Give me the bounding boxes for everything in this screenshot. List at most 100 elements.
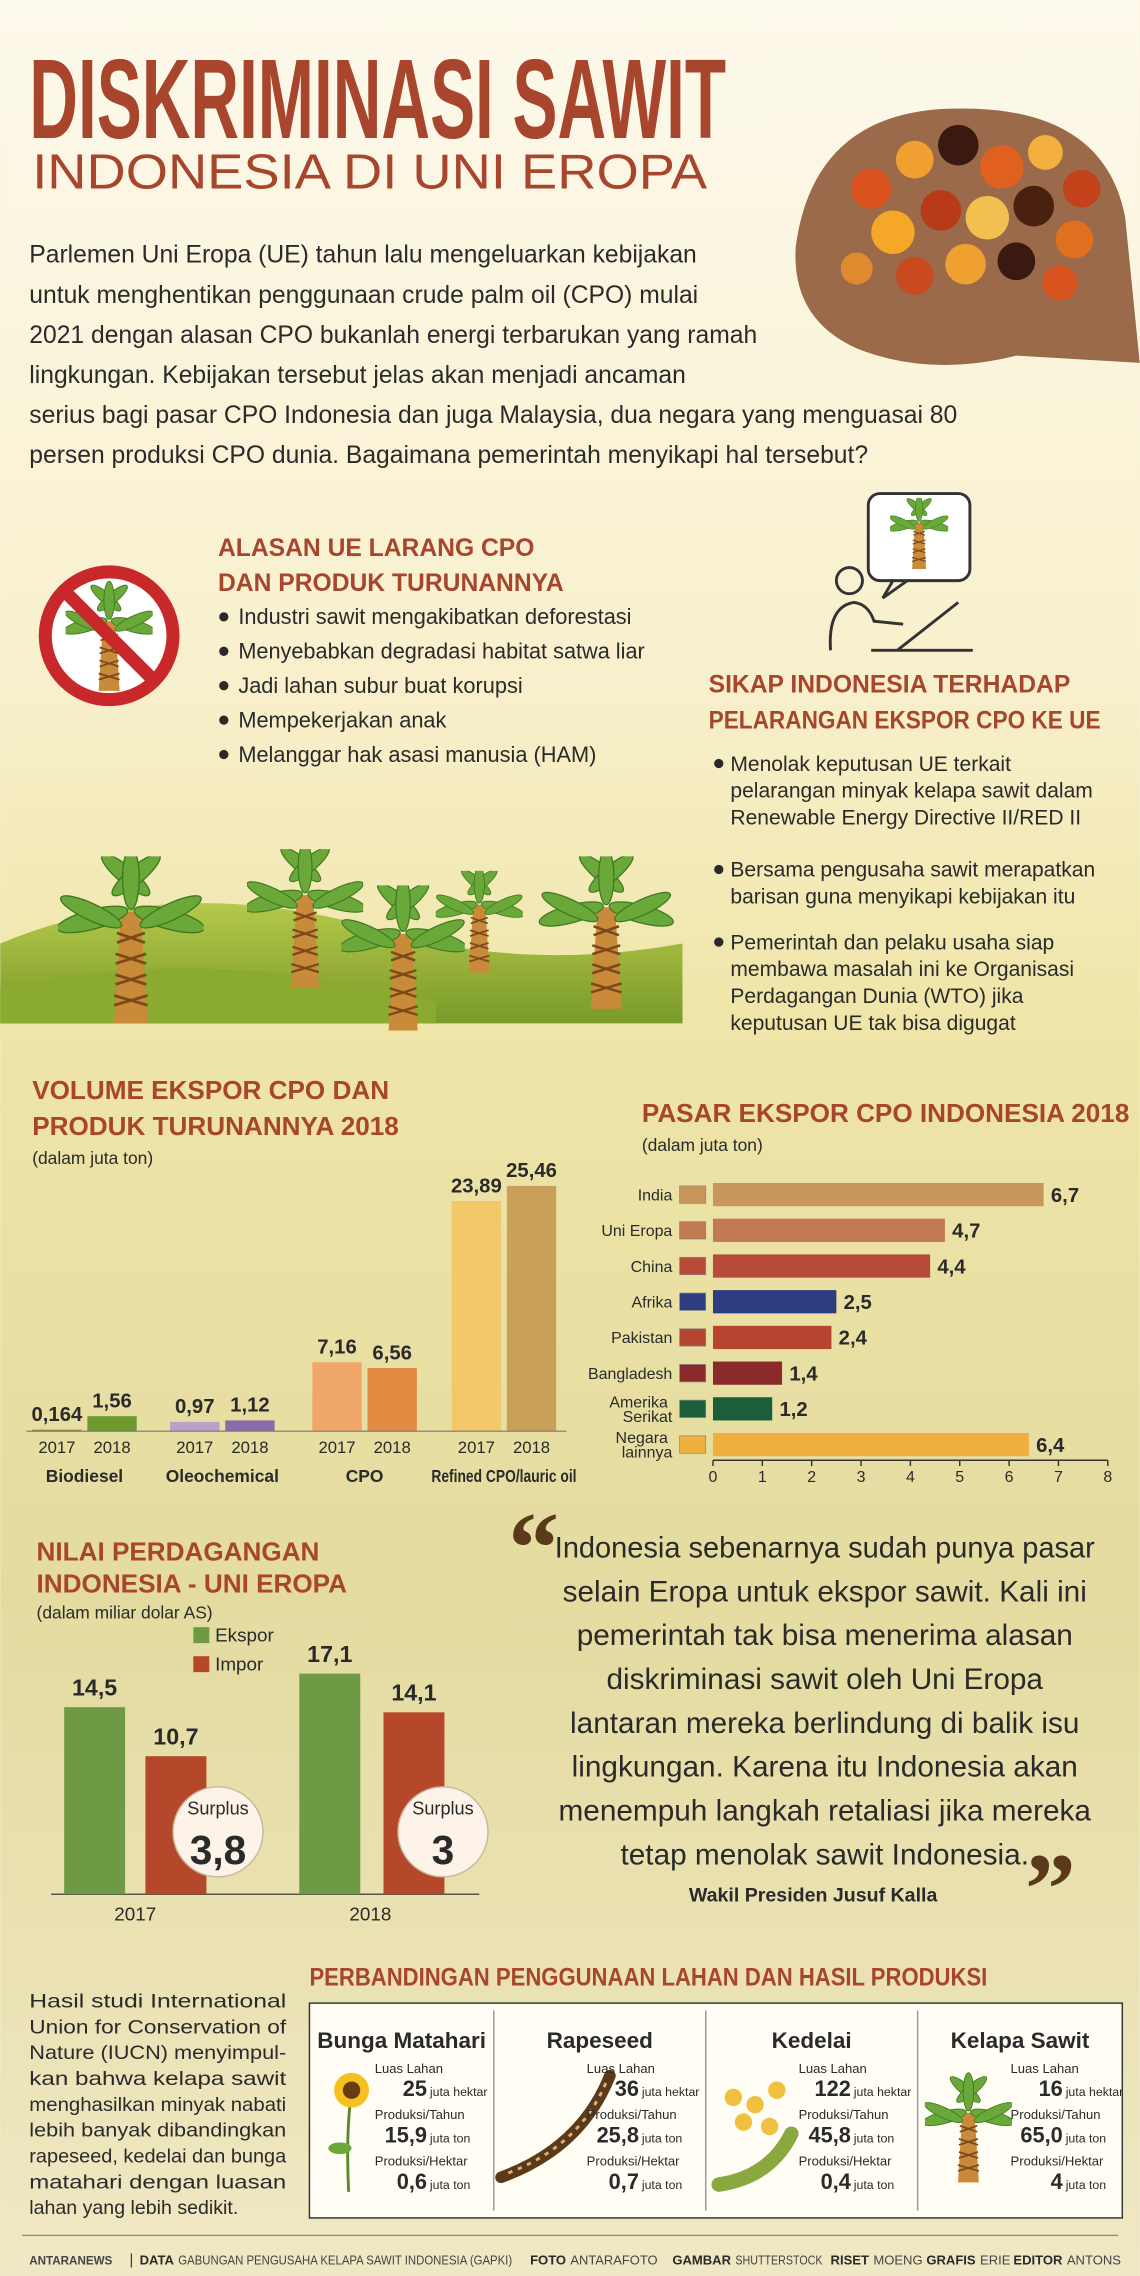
quote-attribution: Wakil Presiden Jusuf Kalla [689, 1885, 939, 1907]
flag [679, 1292, 707, 1311]
x-tick-label: 7 [1054, 1469, 1063, 1486]
chart-subtitle: (dalam miliar dolar AS) [37, 1602, 213, 1622]
legend-swatch [193, 1656, 210, 1673]
section-heading: ALASAN UE LARANG CPO [218, 535, 534, 562]
quote-line: Indonesia sebenarnya sudah punya pasar [555, 1531, 1095, 1564]
comparison-panel [308, 2002, 1124, 2219]
bar [299, 1673, 361, 1895]
surplus-value: 3,8 [190, 1827, 246, 1873]
value-label: 1,12 [230, 1395, 270, 1417]
value-label: 6,56 [372, 1342, 412, 1364]
stance-item: barisan guna menyikapi kebijakan itu [730, 886, 1075, 909]
value-label: 1,56 [92, 1390, 132, 1412]
row-value: 25,8 [597, 2122, 639, 2147]
chart-title: PRODUK TURUNANNYA 2018 [32, 1111, 399, 1141]
x-tick-label: 6 [1005, 1469, 1014, 1486]
bar [506, 1185, 557, 1432]
year-label: 2018 [231, 1438, 268, 1457]
credit-text: ANTONS [1067, 2252, 1121, 2267]
intro-line: Parlemen Uni Eropa (UE) tahun lalu menge… [29, 242, 696, 269]
bar [712, 1254, 931, 1278]
row-label: Luas Lahan [1011, 2061, 1079, 2076]
crop-name: Bunga Matahari [317, 2028, 486, 2053]
row-label: Produksi/Tahun [587, 2107, 677, 2122]
value-label: 4,7 [952, 1221, 980, 1243]
chart-title: PASAR EKSPOR CPO INDONESIA 2018 [642, 1098, 1130, 1128]
value-label: 6,7 [1051, 1185, 1079, 1207]
value-label: 23,89 [451, 1175, 502, 1197]
quote-line: selain Eropa untuk ekspor sawit. Kali in… [563, 1575, 1087, 1608]
row-value: 25 [403, 2076, 427, 2101]
row-label: Luas Lahan [799, 2061, 867, 2076]
row-value: 4 [1051, 2169, 1063, 2194]
chart-title: NILAI PERDAGANGAN [37, 1536, 320, 1566]
row-unit: juta hektar [429, 2085, 488, 2099]
comparison-title: PERBANDINGAN PENGGUNAAN LAHAN DAN HASIL … [309, 1965, 987, 1992]
study-line: lebih banyak dibandingkan [29, 2120, 286, 2142]
flag [679, 1256, 707, 1276]
bar [170, 1421, 220, 1432]
surplus-circle [172, 1786, 264, 1878]
reason-item: Jadi lahan subur buat korupsi [238, 673, 522, 698]
intro-line: serius bagi pasar CPO Indonesia dan juga… [29, 402, 957, 429]
x-tick-label: 2 [807, 1469, 816, 1486]
flag [679, 1435, 707, 1454]
credit-label: GAMBAR [672, 2252, 731, 2267]
category-label: Refined CPO/lauric oil [431, 1466, 576, 1486]
intro-line: untuk menghentikan penggunaan crude palm… [29, 282, 698, 309]
legend-label: Impor [215, 1654, 263, 1675]
section-heading: PELARANGAN EKSPOR CPO KE UE [709, 708, 1101, 735]
bullet [714, 937, 724, 947]
stance-item: Pemerintah dan pelaku usaha siap [730, 931, 1054, 954]
row-unit: juta hektar [641, 2085, 700, 2099]
separator: | [129, 2252, 133, 2268]
reason-item: Melanggar hak asasi manusia (HAM) [238, 742, 596, 767]
row-label: Produksi/Hektar [1011, 2154, 1104, 2169]
value-label: 14,1 [391, 1680, 436, 1706]
bar [451, 1201, 502, 1432]
x-tick-label: 3 [857, 1469, 866, 1486]
bar [712, 1361, 783, 1385]
credit-label: GRAFIS [926, 2252, 976, 2267]
row-value: 0,4 [821, 2169, 851, 2194]
quote-line: menempuh langkah retaliasi jika mereka [559, 1795, 1092, 1828]
value-label: 6,4 [1036, 1435, 1065, 1457]
intro-line: lingkungan. Kebijakan tersebut jelas aka… [29, 362, 686, 389]
chart-title: INDONESIA - UNI EROPA [37, 1568, 348, 1598]
x-tick-label: 4 [906, 1469, 915, 1486]
credit-text: SHUTTERSTOCK [735, 2252, 822, 2267]
bullet [714, 864, 724, 875]
bar [32, 1429, 82, 1432]
value-label: 0,164 [31, 1404, 83, 1426]
quote-line: lingkungan. Karena itu Indonesia akan [572, 1751, 1078, 1784]
row-value: 122 [815, 2076, 851, 2101]
row-label: Produksi/Hektar [375, 2154, 468, 2169]
bar [712, 1325, 832, 1350]
row-value: 15,9 [385, 2122, 427, 2147]
value-label: 1,4 [789, 1363, 818, 1385]
person-icon [828, 492, 973, 652]
stance-item: Bersama pengusaha sawit merapatkan [730, 859, 1095, 882]
bar [712, 1182, 1044, 1207]
row-unit: juta ton [429, 2131, 471, 2145]
category-label: India [638, 1187, 673, 1204]
quote-line: lantaran mereka berlindung di balik isu [570, 1707, 1079, 1740]
category-label: China [631, 1259, 673, 1276]
bar [712, 1218, 945, 1242]
value-label: 17,1 [307, 1641, 352, 1667]
ban-icon [38, 565, 180, 707]
quote-mark: “ [508, 1491, 559, 1604]
row-unit: juta hektar [853, 2085, 912, 2099]
row-unit: juta ton [641, 2131, 683, 2145]
category-label: CPO [346, 1466, 384, 1486]
value-label: 14,5 [72, 1675, 117, 1701]
chart-subtitle: (dalam juta ton) [32, 1148, 153, 1168]
stance-item: keputusan UE tak bisa digugat [730, 1012, 1015, 1035]
row-label: Produksi/Tahun [375, 2107, 465, 2122]
value-label: 25,46 [506, 1160, 557, 1182]
credit-text: ANTARAFOTO [570, 2252, 657, 2267]
surplus-value: 3 [432, 1827, 455, 1873]
study-line: Nature (IUCN) menyimpul- [29, 2042, 286, 2064]
